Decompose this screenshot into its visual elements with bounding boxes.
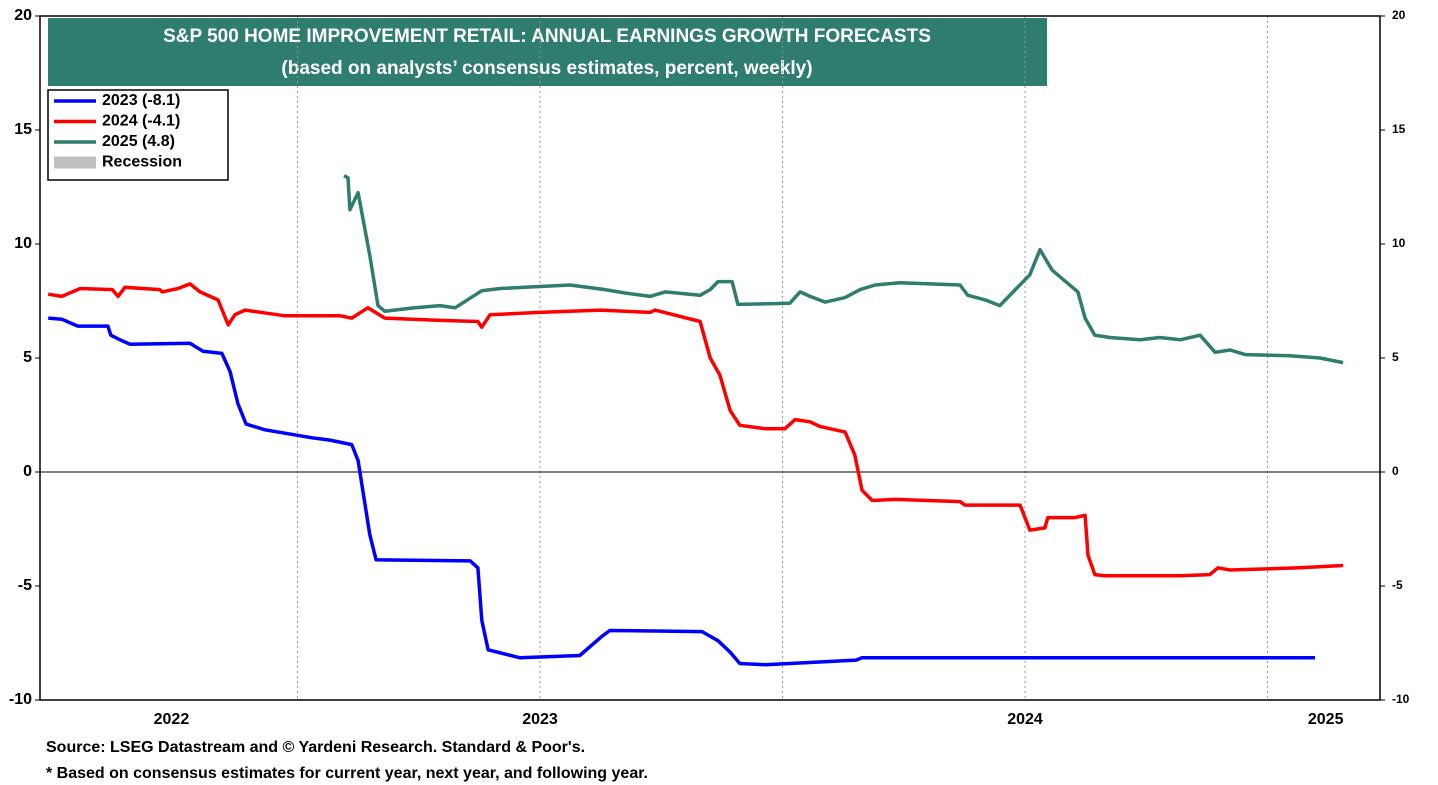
legend-label: 2023 (-8.1) bbox=[102, 92, 180, 109]
y-tick-label: 0 bbox=[23, 463, 32, 480]
y2-tick-label: 5 bbox=[1392, 350, 1399, 364]
y-tick-label: 20 bbox=[14, 7, 32, 24]
legend-label: 2024 (-4.1) bbox=[102, 113, 180, 130]
y2-tick-label: -5 bbox=[1392, 578, 1403, 592]
x-tick-label: 2025 bbox=[1308, 711, 1344, 728]
plot-frame bbox=[39, 15, 1381, 701]
footnote: * Based on consensus estimates for curre… bbox=[46, 765, 648, 782]
y2-tick-label: 15 bbox=[1392, 122, 1406, 136]
series-line bbox=[48, 316, 1315, 667]
title-box bbox=[48, 18, 1047, 86]
series-line bbox=[343, 174, 1344, 365]
y-tick-label: 5 bbox=[23, 349, 32, 366]
x-tick-label: 2024 bbox=[1007, 711, 1043, 728]
x-tick-label: 2023 bbox=[522, 711, 558, 728]
source-note: Source: LSEG Datastream and © Yardeni Re… bbox=[46, 739, 585, 756]
y-tick-label: -5 bbox=[18, 577, 32, 594]
legend-label: Recession bbox=[102, 154, 182, 171]
chart-title: S&P 500 HOME IMPROVEMENT RETAIL: ANNUAL … bbox=[163, 26, 931, 47]
y2-tick-label: 0 bbox=[1392, 464, 1399, 478]
x-tick-label: 2022 bbox=[154, 711, 190, 728]
legend-swatch bbox=[54, 156, 96, 169]
series-line bbox=[47, 282, 1344, 578]
y-tick-label: 10 bbox=[14, 235, 32, 252]
y2-tick-label: 10 bbox=[1392, 236, 1406, 250]
y2-tick-label: 20 bbox=[1392, 8, 1406, 22]
legend-label: 2025 (4.8) bbox=[102, 133, 175, 150]
y-tick-label: 15 bbox=[14, 121, 32, 138]
chart-subtitle: (based on analysts’ consensus estimates,… bbox=[281, 58, 812, 79]
y2-tick-label: -10 bbox=[1392, 692, 1410, 706]
y-tick-label: -10 bbox=[9, 691, 32, 708]
